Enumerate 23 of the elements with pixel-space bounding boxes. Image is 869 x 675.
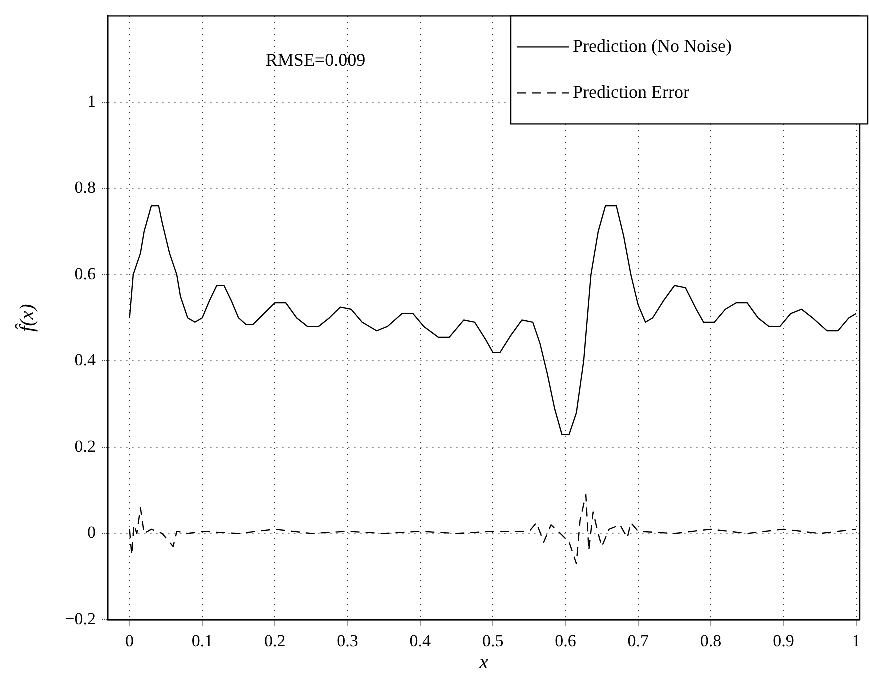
x-tick-label: 0 [126,632,134,651]
x-tick-label: 0.4 [410,632,432,651]
x-tick-label: 0.9 [773,632,794,651]
x-tick-label: 0.8 [700,632,722,651]
y-tick-label: 0.6 [74,264,96,284]
x-axis-title: x [478,651,489,674]
x-tick-label: 0.2 [264,632,286,651]
legend-label: Prediction (No Noise) [573,36,732,56]
y-axis-title: f̂(x) [15,304,38,332]
x-tick-label: 1 [852,632,861,651]
y-tick-label: 0.4 [74,350,96,370]
x-tick-label: 0.5 [482,632,504,651]
legend-label: Prediction Error [573,82,690,102]
y-tick-label: 0.8 [74,178,96,198]
annotation: RMSE=0.009 [266,50,366,70]
y-tick-label: 0 [88,523,96,542]
x-tick-label: 0.3 [337,632,358,651]
y-tick-label: 0.2 [74,436,96,456]
x-tick-label: 0.6 [555,632,576,651]
x-tick-label: 0.7 [628,632,650,651]
y-tick-label: −0.2 [65,609,96,628]
x-tick-label: 0.1 [192,632,214,651]
y-tick-label: 1 [88,92,96,111]
